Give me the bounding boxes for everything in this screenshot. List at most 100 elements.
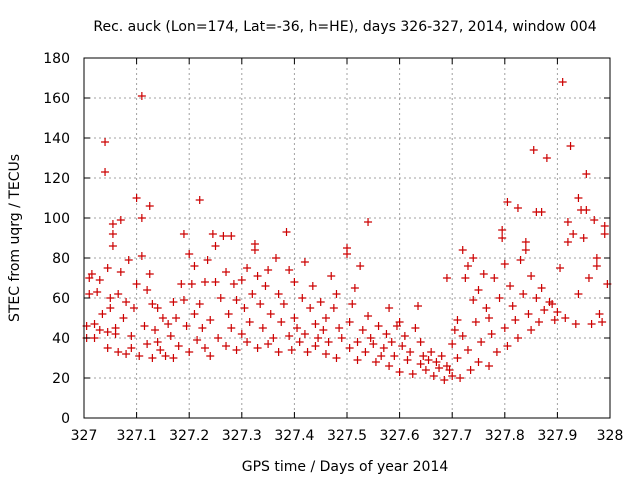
data-point bbox=[390, 352, 399, 360]
data-point bbox=[132, 280, 141, 288]
data-point bbox=[387, 338, 396, 346]
x-tick-label: 327.1 bbox=[117, 428, 157, 444]
data-point bbox=[400, 332, 409, 340]
data-point bbox=[135, 352, 144, 360]
data-point bbox=[566, 142, 575, 150]
data-point bbox=[179, 296, 188, 304]
data-point bbox=[421, 366, 430, 374]
data-point bbox=[148, 354, 157, 362]
data-point bbox=[174, 342, 183, 350]
y-axis-ticks: 0 20 40 60 80 100 120 140 160 180 bbox=[43, 51, 610, 427]
data-point bbox=[179, 230, 188, 238]
data-point bbox=[250, 246, 259, 254]
data-point bbox=[137, 214, 146, 222]
data-point bbox=[458, 246, 467, 254]
data-point bbox=[495, 294, 504, 302]
data-point bbox=[290, 278, 299, 286]
data-point bbox=[574, 290, 583, 298]
data-point bbox=[511, 316, 520, 324]
data-point bbox=[108, 230, 117, 238]
data-point bbox=[164, 320, 173, 328]
data-point bbox=[416, 338, 425, 346]
x-axis-label: GPS time / Days of year 2014 bbox=[242, 459, 449, 475]
data-point bbox=[153, 338, 162, 346]
data-point bbox=[132, 194, 141, 202]
data-point bbox=[574, 194, 583, 202]
data-point bbox=[382, 330, 391, 338]
data-point bbox=[274, 290, 283, 298]
y-tick-label: 20 bbox=[52, 371, 70, 387]
data-point bbox=[172, 314, 181, 322]
data-point bbox=[516, 256, 525, 264]
data-point bbox=[227, 232, 236, 240]
data-point bbox=[477, 338, 486, 346]
data-point bbox=[408, 370, 417, 378]
data-point bbox=[316, 298, 325, 306]
data-point bbox=[90, 334, 99, 342]
data-point bbox=[321, 314, 330, 322]
data-point bbox=[279, 300, 288, 308]
data-point bbox=[492, 348, 501, 356]
data-point bbox=[371, 358, 380, 366]
data-point bbox=[542, 154, 551, 162]
x-tick-label: 327.5 bbox=[327, 428, 367, 444]
data-point bbox=[274, 348, 283, 356]
x-axis-ticks: 327 327.1 327.2 327.3 327.4 327.5 327.6 327.7 32… bbox=[71, 58, 623, 444]
data-point bbox=[548, 300, 557, 308]
x-tick-label: 327.4 bbox=[274, 428, 314, 444]
data-point bbox=[329, 304, 338, 312]
data-point bbox=[282, 228, 291, 236]
data-point bbox=[503, 342, 512, 350]
y-tick-label: 180 bbox=[43, 51, 70, 67]
data-point bbox=[385, 304, 394, 312]
data-point bbox=[195, 300, 204, 308]
data-point bbox=[237, 330, 246, 338]
data-point bbox=[527, 326, 536, 334]
y-tick-label: 80 bbox=[52, 251, 70, 267]
data-point bbox=[587, 320, 596, 328]
data-point bbox=[356, 262, 365, 270]
data-point bbox=[508, 302, 517, 310]
data-point bbox=[332, 354, 341, 362]
data-point bbox=[485, 362, 494, 370]
data-point bbox=[185, 250, 194, 258]
data-point bbox=[537, 208, 546, 216]
data-point bbox=[461, 274, 470, 282]
data-point bbox=[556, 264, 565, 272]
data-point bbox=[200, 278, 209, 286]
data-point bbox=[290, 314, 299, 322]
data-point bbox=[534, 318, 543, 326]
data-point bbox=[395, 318, 404, 326]
data-point bbox=[466, 366, 475, 374]
data-point bbox=[448, 372, 457, 380]
data-point bbox=[500, 260, 509, 268]
data-point bbox=[456, 374, 465, 382]
data-point bbox=[474, 358, 483, 366]
data-point bbox=[513, 204, 522, 212]
data-point bbox=[395, 368, 404, 376]
data-point bbox=[122, 298, 131, 306]
data-point bbox=[211, 242, 220, 250]
data-point bbox=[550, 316, 559, 324]
x-tick-label: 327.2 bbox=[169, 428, 209, 444]
data-point bbox=[145, 270, 154, 278]
data-point bbox=[256, 300, 265, 308]
data-point bbox=[463, 262, 472, 270]
data-point bbox=[411, 324, 420, 332]
data-point bbox=[529, 146, 538, 154]
data-point bbox=[190, 262, 199, 270]
data-point bbox=[85, 290, 94, 298]
data-point bbox=[248, 290, 257, 298]
data-point bbox=[169, 354, 178, 362]
data-point bbox=[95, 276, 104, 284]
data-point bbox=[345, 318, 354, 326]
data-point bbox=[366, 334, 375, 342]
data-point bbox=[327, 272, 336, 280]
data-point bbox=[524, 310, 533, 318]
data-point bbox=[308, 282, 317, 290]
data-point bbox=[211, 278, 220, 286]
data-point bbox=[243, 264, 252, 272]
data-point bbox=[503, 198, 512, 206]
data-point bbox=[103, 264, 112, 272]
data-point bbox=[114, 348, 123, 356]
